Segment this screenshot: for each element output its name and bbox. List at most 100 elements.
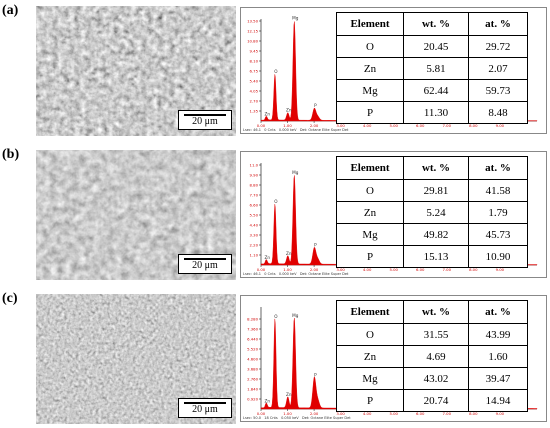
scale-bar-label: 20 μm (192, 116, 218, 127)
header-wt: wt. % (403, 12, 469, 36)
peak-label: Zn (286, 108, 292, 113)
cell-wt: 15.13 (403, 245, 469, 268)
x-tick-label: 1.00 (283, 123, 292, 128)
x-tick-label: 2.00 (310, 267, 319, 272)
header-element: Element (336, 300, 404, 324)
footer-detector: Det: Octane Elite Super Det (299, 272, 349, 276)
sem-image: 20 μm (36, 150, 236, 280)
cell-wt: 62.44 (403, 79, 469, 102)
panel-label: (a) (2, 3, 19, 18)
y-tick-label: 7.360 (247, 326, 258, 331)
cell-wt: 43.02 (403, 367, 469, 390)
x-tick-label: 0.00 (257, 123, 266, 128)
y-tick-label: 1.10 (250, 252, 259, 257)
y-tick-label: 13.50 (247, 18, 258, 23)
x-tick-label: 5.00 (389, 123, 398, 128)
scale-bar: 20 μm (178, 398, 232, 418)
table-row: P 20.74 14.94 (336, 389, 528, 412)
y-tick-label: 2.760 (247, 376, 258, 381)
x-tick-label: 9.00 (496, 267, 505, 272)
footer-cnts-value: 0 (264, 128, 267, 132)
cell-at: 45.73 (468, 223, 528, 246)
cell-element: Mg (336, 223, 404, 246)
peak-label: O (274, 69, 278, 74)
table-row: Zn 4.69 1.60 (336, 345, 528, 368)
y-tick-label: 5.50 (250, 212, 259, 217)
x-tick-label: 0.00 (257, 411, 266, 416)
cell-element: Zn (336, 201, 404, 224)
y-tick-label: 5.40 (250, 78, 259, 83)
cell-element: Mg (336, 79, 404, 102)
footer-kev-label: keV (292, 416, 299, 420)
table-row: P 15.13 10.90 (336, 245, 528, 268)
panel-label: (c) (2, 291, 18, 306)
peak-label: Mg (292, 170, 299, 175)
footer-detector: Det: Octane Elite Super Det (302, 416, 351, 420)
y-tick-label: 10.80 (247, 38, 258, 43)
footer-detector: Det: Octane Elite Super Det (299, 128, 349, 132)
footer-cnts-value: 18 (264, 416, 269, 420)
footer-cnts-value: 0 (264, 272, 267, 276)
y-tick-label: 1.35 (250, 108, 259, 113)
y-tick-label: 5.520 (247, 346, 258, 351)
cell-at: 29.72 (468, 35, 528, 58)
x-tick-label: 8.00 (469, 267, 478, 272)
footer-lsec-value: 50.0 (253, 416, 261, 420)
peak-label: Zn (286, 251, 292, 256)
sem-image: 20 μm (36, 6, 236, 136)
header-wt: wt. % (403, 300, 469, 324)
cell-at: 10.90 (468, 245, 528, 268)
x-tick-label: 4.00 (363, 267, 372, 272)
spectrum-footer: Lsec: 46.1 0 Cnts 0.000 keV Det: Octane … (243, 272, 348, 276)
scale-bar-label: 20 μm (192, 260, 218, 271)
y-tick-label: 9.90 (250, 172, 259, 177)
y-tick-label: 1.840 (247, 386, 258, 391)
footer-lsec-label: Lsec: (243, 128, 253, 132)
peak-label: Mg (292, 16, 299, 21)
cell-wt: 5.24 (403, 201, 469, 224)
footer-kev-value: 0.000 (278, 128, 289, 132)
footer-kev-value: 0.050 (281, 416, 292, 420)
header-at: at. % (468, 156, 528, 180)
x-tick-label: 1.00 (283, 267, 292, 272)
footer-cnts-label: Cnts (267, 272, 276, 276)
x-tick-label: 2.00 (310, 411, 319, 416)
x-tick-label: 9.00 (496, 411, 505, 416)
x-tick-label: 8.00 (469, 123, 478, 128)
footer-kev-label: keV (290, 272, 297, 276)
cell-wt: 20.74 (403, 389, 469, 412)
x-tick-label: 7.00 (443, 411, 452, 416)
cell-wt: 31.55 (403, 323, 469, 346)
x-tick-label: 4.00 (363, 123, 372, 128)
x-tick-label: 1.00 (283, 411, 292, 416)
composition-table: Element wt. % at. % O 31.55 43.99 Zn 4.69 1.… (336, 300, 528, 412)
header-at: at. % (468, 300, 528, 324)
scale-bar: 20 μm (178, 254, 232, 274)
cell-element: P (336, 101, 404, 124)
y-tick-label: 4.40 (250, 222, 259, 227)
scale-bar: 20 μm (178, 110, 232, 130)
x-tick-label: 0.00 (257, 267, 266, 272)
footer-lsec-label: Lsec: (243, 416, 253, 420)
y-tick-label: 11.0 (250, 162, 259, 167)
cell-at: 41.58 (468, 179, 528, 202)
eds-spectrum-panel: 0.920 1.840 2.760 3.680 4.600 5.520 6.440 7.360… (240, 295, 547, 422)
eds-spectrum-chart: 0.920 1.840 2.760 3.680 4.600 5.520 6.440 7.360… (247, 307, 538, 416)
x-tick-label: 3.00 (336, 123, 345, 128)
y-tick-label: 6.60 (250, 202, 259, 207)
y-tick-label: 7.70 (250, 192, 259, 197)
y-tick-label: 3.30 (250, 232, 259, 237)
table-row: O 31.55 43.99 (336, 323, 528, 346)
cell-element: P (336, 245, 404, 268)
composition-table: Element wt. % at. % O 20.45 29.72 Zn 5.81 2.… (336, 12, 528, 124)
y-tick-label: 9.45 (250, 48, 259, 53)
spectrum-footer: Lsec: 46.1 0 Cnts 0.000 keV Det: Octane … (243, 128, 348, 132)
cell-element: O (336, 35, 404, 58)
peak-label: P (314, 103, 317, 108)
footer-kev-value: 0.000 (278, 272, 289, 276)
peak-label: P (314, 243, 317, 248)
cell-at: 1.60 (468, 345, 528, 368)
x-tick-label: 5.00 (389, 267, 398, 272)
header-at: at. % (468, 12, 528, 36)
x-tick-label: 4.00 (363, 411, 372, 416)
